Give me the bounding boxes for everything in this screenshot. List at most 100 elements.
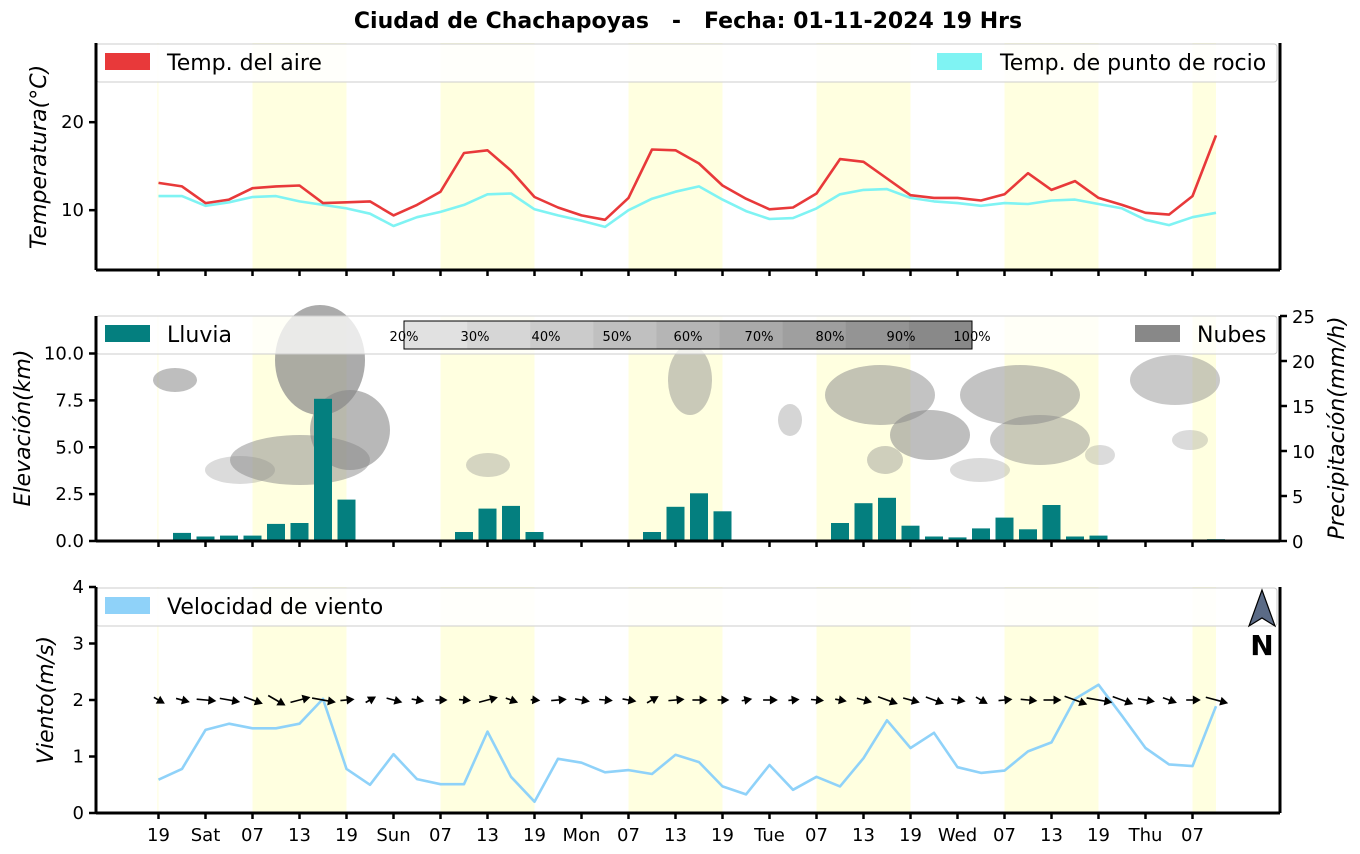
wind-arrow-head <box>815 695 825 705</box>
wind-arrow-shaft <box>311 697 332 703</box>
wind-arrow-head <box>649 696 659 705</box>
wind-arrow-shaft <box>1205 696 1224 703</box>
x-tick-label: 19 <box>711 825 734 846</box>
wind-arrow-head <box>301 694 311 704</box>
y-tick-label: 0.0 <box>55 531 84 552</box>
wind-arrow-head <box>1028 695 1038 705</box>
wind-direction-arrow <box>340 695 355 705</box>
y2-tick-label: 10 <box>1292 442 1315 463</box>
wind-direction-arrow <box>365 696 377 705</box>
y-tick-label: 2.5 <box>55 484 84 505</box>
rain-bar <box>267 523 285 541</box>
rain-bar <box>1066 536 1084 541</box>
wind-direction-arrow <box>1186 695 1201 705</box>
wind-direction-arrow <box>311 696 336 706</box>
daylight-band-6 <box>1192 316 1216 541</box>
wind-direction-arrow <box>458 695 472 705</box>
wind-ylabel: Viento(m/s) <box>34 636 59 764</box>
wind-arrow-head <box>1192 695 1201 705</box>
wind-arrow-head <box>1167 695 1177 705</box>
legend-label-dew-point: Temp. de punto de rocio <box>999 51 1266 76</box>
y-tick-label: 3 <box>73 634 84 655</box>
north-arrow-icon <box>1247 588 1277 628</box>
wind-arrow-head <box>581 695 590 705</box>
wind-arrow-head <box>231 696 241 706</box>
wind-direction-arrow <box>902 696 920 705</box>
rain-bar <box>290 523 309 541</box>
wind-direction-arrow <box>411 695 425 705</box>
wind-direction-arrow <box>717 695 730 705</box>
x-tick-label: 13 <box>476 825 499 846</box>
wind-arrow-head <box>462 695 472 705</box>
north-arrow-label: N <box>1250 629 1273 662</box>
colorbar-label: 20% <box>390 330 419 345</box>
wind-arrow-head <box>327 696 336 706</box>
wind-arrow-head <box>721 695 730 705</box>
rain-bar <box>455 532 473 541</box>
air-temp-line <box>158 134 1218 222</box>
legend-label-wind: Velocidad de viento <box>167 595 383 620</box>
daylight-band-0 <box>157 316 159 541</box>
wind-arrow-head <box>1219 696 1229 706</box>
colorbar-segment <box>467 321 531 349</box>
wind-direction-arrow <box>530 695 541 705</box>
rain-bar <box>666 506 685 541</box>
rain-bar <box>243 535 262 541</box>
legend-swatch-rain <box>105 325 150 342</box>
wind-arrow-head <box>769 695 778 705</box>
cloud-cover-area <box>960 365 1080 425</box>
y-tick-label: 10 <box>61 200 84 221</box>
x-tick-label: Thu <box>1128 825 1163 846</box>
wind-direction-arrow <box>1162 695 1177 705</box>
cloud-cover-area <box>1085 445 1115 465</box>
wind-arrow-head <box>155 695 165 704</box>
colorbar-segment <box>404 321 468 349</box>
daylight-band-6 <box>1192 587 1216 813</box>
colorbar-frame <box>403 320 973 350</box>
wind-direction-arrow <box>267 694 286 706</box>
x-tick-label: Wed <box>938 825 977 846</box>
wind-arrow-head <box>489 694 498 704</box>
y2-tick-label: 20 <box>1292 352 1315 373</box>
wind-arrow-head <box>207 695 217 705</box>
rain-bar <box>901 525 920 541</box>
cloud-cover-area <box>867 446 903 474</box>
wind-arrow-head <box>978 696 988 704</box>
y-tick-label: 1 <box>73 747 84 768</box>
wind-direction-arrow <box>1205 696 1229 706</box>
wind-direction-arrow <box>1043 695 1062 705</box>
wind-direction-arrow <box>951 695 966 705</box>
wind-direction-arrow <box>478 694 498 704</box>
rain-bar <box>925 536 943 541</box>
wind-direction-arrow <box>1064 695 1088 706</box>
wind-arrow-head <box>180 695 190 705</box>
colorbar-segment <box>782 321 847 349</box>
wind-direction-arrow <box>551 695 567 705</box>
y2-tick-label: 15 <box>1292 397 1315 418</box>
wind-arrow-head <box>934 696 945 706</box>
temperature-panel: Temp. del aire Temp. de punto de rocio 10 2… <box>27 43 1282 276</box>
rain-bar <box>314 398 332 541</box>
wind-direction-arrow <box>1086 696 1113 706</box>
wind-arrow-head <box>1103 696 1113 706</box>
y2-tick-label: 25 <box>1292 307 1315 328</box>
wind-arrow-head <box>743 695 753 705</box>
wind-direction-arrow <box>599 695 613 705</box>
x-tick-label: 19 <box>523 825 546 846</box>
x-tick-label: 19 <box>147 825 170 846</box>
wind-arrow-head <box>888 696 898 706</box>
legend-label-clouds: Nubes <box>1197 323 1266 348</box>
wind-arrow-head <box>838 695 847 705</box>
rain-bar <box>220 535 238 541</box>
rain-bar <box>1042 505 1061 541</box>
wind-direction-arrow <box>175 695 190 705</box>
wind-direction-arrow <box>243 696 263 706</box>
colorbar-label: 40% <box>532 330 561 345</box>
rain-bar <box>995 517 1014 541</box>
x-tick-label: 07 <box>1181 825 1204 846</box>
y-tick-label: 20 <box>61 112 84 133</box>
rain-bar <box>502 505 520 541</box>
rain-bar <box>878 497 896 541</box>
wind-direction-arrow <box>574 695 590 705</box>
